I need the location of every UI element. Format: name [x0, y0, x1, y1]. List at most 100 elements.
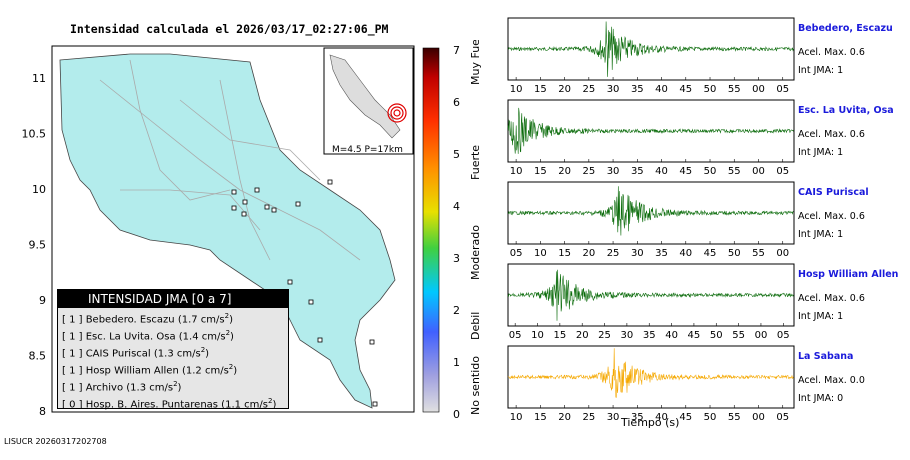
station-name[interactable]: Bebedero, Escazu — [798, 23, 893, 34]
time-tick: 30 — [607, 166, 620, 177]
costa-rica-land — [59, 53, 396, 409]
time-tick: 05 — [777, 330, 790, 341]
station-name[interactable]: Esc. La Uvita, Osa — [798, 105, 894, 116]
waveform-trace — [507, 348, 794, 398]
waveform-trace — [507, 107, 794, 154]
waveform-panels[interactable]: 10 15 20 25 30 35 40 45 50 55 00 05 10 15 20 25 30 35 40 45… — [500, 10, 800, 430]
time-tick: 40 — [655, 166, 668, 177]
waveform-panel[interactable]: 10 15 20 25 30 35 40 45 50 55 00 05 — [507, 345, 795, 423]
time-tick: 00 — [752, 166, 765, 177]
scale-category: No sentido — [469, 356, 482, 415]
time-tick: 00 — [755, 330, 768, 341]
time-tick: 30 — [631, 248, 644, 259]
scale-tick: 2 — [453, 304, 460, 317]
scale-category: Moderado — [469, 225, 482, 280]
scale-category: Muy Fuerte — [469, 40, 482, 85]
time-tick: 35 — [643, 330, 656, 341]
scale-category: Fuerte — [469, 145, 482, 180]
scale-tick: 0 — [453, 408, 460, 420]
station-name[interactable]: La Sabana — [798, 351, 854, 362]
time-tick: 10 — [510, 412, 523, 423]
time-tick: 15 — [558, 248, 571, 259]
time-tick: 05 — [510, 248, 523, 259]
waveform-trace — [507, 269, 794, 321]
time-tick: 20 — [576, 330, 589, 341]
time-tick: 30 — [621, 330, 634, 341]
station-jma: Int JMA: 0 — [798, 393, 844, 404]
time-tick: 55 — [752, 248, 765, 259]
waveform-panel[interactable]: 05 10 15 20 25 30 35 40 45 50 55 00 — [507, 181, 795, 259]
legend-rows: [ 1 ] Bebedero. Escazu (1.7 cm/s2) [ 1 ] … — [58, 308, 288, 410]
legend-row: [ 1 ] CAIS Puriscal (1.3 cm/s2) — [62, 346, 210, 360]
time-tick: 40 — [665, 330, 678, 341]
time-tick: 40 — [655, 412, 668, 423]
time-tick: 25 — [598, 330, 611, 341]
lon-tick: -83.5 — [298, 418, 326, 420]
scale-tick: 5 — [453, 148, 460, 161]
time-tick: 45 — [688, 330, 701, 341]
waveform-trace — [507, 21, 794, 77]
time-tick: 05 — [509, 330, 522, 341]
time-tick: 15 — [553, 330, 566, 341]
lon-tick: -85 — [147, 418, 165, 420]
time-tick: 50 — [704, 166, 717, 177]
time-tick: 20 — [582, 248, 595, 259]
lon-tick: -83 — [355, 418, 373, 420]
time-tick: 20 — [558, 84, 571, 95]
time-tick: 10 — [510, 84, 523, 95]
scale-tick: 3 — [453, 252, 460, 265]
time-tick: 30 — [607, 412, 620, 423]
time-tick: 50 — [710, 330, 723, 341]
waveform-panel[interactable]: 10 15 20 25 30 35 40 45 50 55 00 05 — [507, 99, 795, 177]
legend-title: INTENSIDAD JMA [0 a 7] — [58, 290, 288, 308]
lat-tick: 8.5 — [29, 350, 47, 363]
lat-tick: 10 — [32, 183, 46, 196]
lat-tick: 11 — [32, 72, 46, 85]
station-accel: Acel. Max. 0.6 — [798, 211, 865, 222]
time-tick: 55 — [728, 84, 741, 95]
time-tick: 45 — [679, 166, 692, 177]
latitude-tick-labels: 11 10.5 10 9.5 9 8.5 8 — [22, 72, 47, 418]
scale-tick: 6 — [453, 96, 460, 109]
legend-row: [ 1 ] Bebedero. Escazu (1.7 cm/s2) — [62, 312, 234, 326]
time-tick: 45 — [679, 412, 692, 423]
time-tick: 30 — [607, 84, 620, 95]
time-tick: 35 — [631, 166, 644, 177]
time-tick: 25 — [582, 166, 595, 177]
station-accel: Acel. Max. 0.6 — [798, 293, 865, 304]
scale-tick-labels: 7 6 5 4 3 2 1 0 — [453, 44, 460, 420]
time-tick: 25 — [607, 248, 620, 259]
lon-tick: -86 — [43, 418, 61, 420]
time-tick: 35 — [631, 412, 644, 423]
station-name[interactable]: CAIS Puriscal — [798, 187, 869, 198]
time-tick: 25 — [582, 412, 595, 423]
lon-tick: -84 — [251, 418, 269, 420]
time-tick: 45 — [679, 84, 692, 95]
scale-category-labels: Muy Fuerte Fuerte Moderado Debil No sentido — [469, 40, 482, 415]
epicenter-icon — [387, 103, 407, 123]
time-tick: 00 — [776, 248, 789, 259]
station-name[interactable]: Hosp William Allen — [798, 269, 899, 280]
map-title: Intensidad calculada el 2026/03/17_02:27… — [70, 22, 389, 36]
station-markers — [231, 179, 378, 407]
time-tick: 50 — [704, 84, 717, 95]
time-axis-label: Tiempo (s) — [621, 416, 680, 429]
station-accel: Acel. Max. 0.0 — [798, 375, 865, 386]
lat-tick: 10.5 — [22, 128, 47, 141]
time-tick: 15 — [534, 166, 547, 177]
waveform-trace — [507, 186, 794, 236]
longitude-tick-labels: -86 -85.5 -85 -84.5 -84 -83.5 -83 — [43, 418, 373, 420]
scale-tick: 1 — [453, 356, 460, 369]
time-tick: 00 — [752, 412, 765, 423]
waveform-panel[interactable]: 10 15 20 25 30 35 40 45 50 55 00 05 — [507, 17, 795, 95]
time-tick: 55 — [728, 166, 741, 177]
inset-label: M=4.5 P=17km — [332, 145, 403, 155]
time-tick: 40 — [655, 84, 668, 95]
waveform-panel[interactable]: 05 10 15 20 25 30 35 40 45 50 55 00 05 — [507, 263, 795, 341]
time-tick: 25 — [582, 84, 595, 95]
time-tick: 20 — [558, 412, 571, 423]
scale-tick: 4 — [453, 200, 460, 213]
legend-row: [ 1 ] Hosp William Allen (1.2 cm/s2) — [62, 363, 238, 377]
time-tick: 35 — [655, 248, 668, 259]
lon-tick: -84.5 — [194, 418, 222, 420]
